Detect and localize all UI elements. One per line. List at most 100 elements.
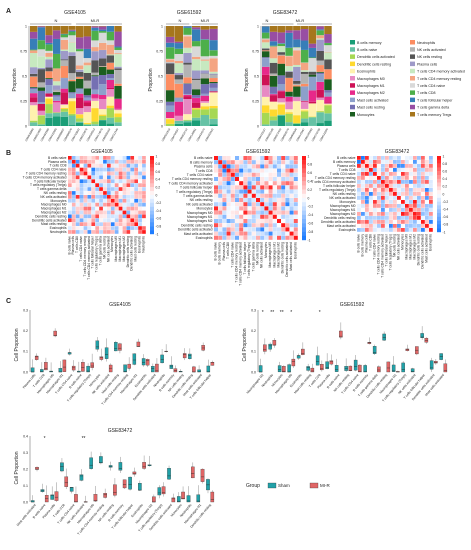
stack-segment bbox=[308, 117, 317, 126]
heatmap-cell bbox=[409, 228, 413, 232]
stack-segment bbox=[68, 35, 76, 43]
heatmap-cell bbox=[381, 160, 385, 164]
heatmap-cell bbox=[235, 164, 239, 169]
row-label: Mast cells activated bbox=[184, 232, 213, 236]
heatmap-cell bbox=[79, 226, 84, 230]
stack-segment bbox=[209, 73, 218, 75]
box-body bbox=[155, 363, 159, 373]
heatmap-cell bbox=[230, 164, 235, 169]
heatmap-cell bbox=[243, 181, 248, 186]
heatmap-cell bbox=[142, 179, 146, 184]
heatmap-cell bbox=[357, 208, 361, 212]
stack-segment bbox=[316, 112, 324, 124]
heatmap-cell bbox=[110, 156, 115, 160]
stack-segment bbox=[174, 43, 184, 49]
stack-segment bbox=[68, 125, 76, 126]
stack-segment bbox=[192, 78, 201, 80]
color-scale-step bbox=[302, 177, 306, 182]
color-scale-step bbox=[437, 156, 441, 160]
heatmap-cell bbox=[239, 164, 244, 169]
heatmap-cell bbox=[130, 167, 135, 172]
stack-segment bbox=[300, 71, 309, 74]
stack-segment bbox=[183, 64, 192, 78]
heatmap-cell bbox=[68, 206, 72, 211]
heatmap-cell bbox=[214, 189, 218, 194]
heatmap-cell bbox=[393, 164, 397, 168]
heatmap-cell bbox=[95, 167, 99, 172]
box-body bbox=[99, 456, 103, 464]
heatmap-cell bbox=[99, 198, 103, 203]
stack-segment bbox=[37, 27, 46, 41]
heatmap-cell bbox=[218, 193, 223, 198]
heatmap-cell bbox=[99, 171, 103, 176]
column-label: T cells CD4 naive bbox=[230, 242, 234, 268]
heatmap-cell bbox=[421, 204, 425, 208]
stack-segment bbox=[83, 62, 92, 66]
color-scale-step bbox=[302, 198, 306, 203]
stack-segment bbox=[209, 28, 218, 41]
heatmap-cell bbox=[397, 192, 401, 196]
heatmap-cell bbox=[103, 195, 107, 199]
heatmap-cell bbox=[230, 172, 235, 177]
heatmap-cell bbox=[429, 164, 433, 168]
heatmap-cell bbox=[122, 214, 127, 219]
y-tick-label: 0.3 bbox=[23, 451, 28, 455]
heatmap-cell bbox=[361, 176, 365, 180]
heatmap-cell bbox=[268, 156, 273, 160]
x-tick-label: GSM591815 bbox=[160, 127, 171, 142]
column-label: Monocytes bbox=[400, 234, 404, 250]
color-scale-step bbox=[437, 175, 441, 179]
heatmap-cell bbox=[401, 156, 405, 160]
column-label: Dendritic cells activated bbox=[130, 236, 134, 271]
stack-segment bbox=[200, 56, 210, 60]
heatmap-cell bbox=[134, 206, 138, 211]
stack-segment bbox=[262, 32, 270, 39]
heatmap-cell bbox=[114, 183, 119, 187]
stack-segment bbox=[166, 90, 175, 102]
stack-segment bbox=[99, 109, 107, 115]
column-label: Eosinophils bbox=[293, 242, 297, 259]
heatmap-cell bbox=[99, 222, 103, 226]
color-scale-label: -1 bbox=[308, 238, 311, 242]
stack-segment bbox=[99, 84, 107, 95]
heatmap-cell bbox=[268, 214, 273, 219]
heatmap-cell bbox=[130, 222, 135, 226]
heatmap-cell bbox=[285, 164, 290, 169]
heatmap-cell bbox=[103, 218, 107, 223]
legend-swatch bbox=[410, 68, 415, 74]
heatmap-cell bbox=[91, 191, 96, 195]
stack-segment bbox=[114, 122, 122, 126]
heatmap-cell bbox=[110, 187, 115, 191]
heatmap-cell bbox=[107, 183, 111, 187]
legend-swatch bbox=[410, 112, 415, 117]
heatmap-cell bbox=[239, 227, 244, 232]
heatmap-cell bbox=[91, 195, 96, 199]
row-label: T cells CD4 naive bbox=[41, 168, 67, 172]
heatmap-cell bbox=[75, 210, 80, 215]
heatmap-cell bbox=[247, 164, 252, 169]
stack-segment bbox=[293, 50, 301, 65]
heatmap-cell bbox=[126, 156, 131, 160]
heatmap-cell bbox=[214, 193, 218, 198]
stack-segment bbox=[209, 108, 218, 119]
stack-segment bbox=[99, 115, 107, 120]
color-scale-step bbox=[302, 164, 306, 169]
heatmap-cell bbox=[126, 214, 131, 219]
panel-label-b: B bbox=[6, 150, 11, 157]
heatmap-cell bbox=[369, 180, 373, 184]
stack-segment bbox=[183, 77, 192, 84]
heatmap-cell bbox=[361, 228, 365, 232]
column-label: Eosinophils bbox=[428, 234, 432, 251]
stack-segment bbox=[262, 50, 270, 52]
heatmap-cell bbox=[83, 183, 88, 187]
heatmap-cell bbox=[256, 193, 260, 198]
heatmap-cell bbox=[247, 223, 252, 228]
heatmap-cell bbox=[272, 177, 277, 181]
stack-segment bbox=[200, 78, 210, 85]
heatmap-cell bbox=[138, 187, 142, 191]
y-tick-label: 0 bbox=[161, 125, 163, 129]
box-body bbox=[161, 486, 166, 495]
heatmap-cell bbox=[425, 188, 429, 192]
